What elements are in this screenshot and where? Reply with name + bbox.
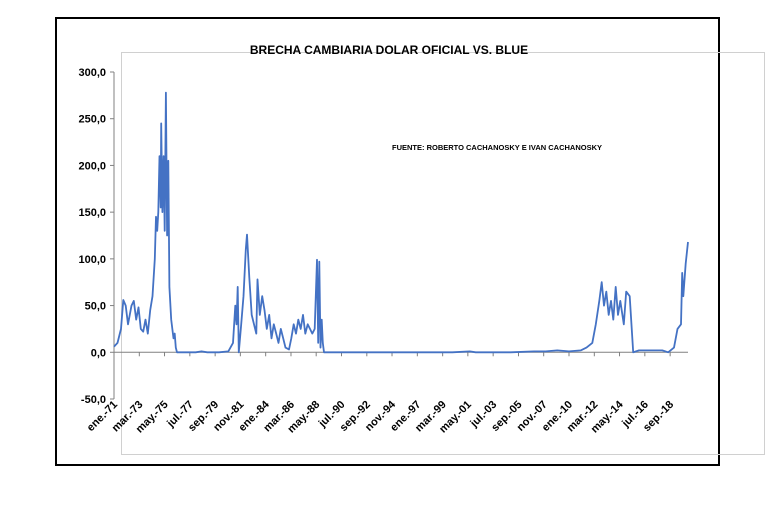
y-tick-label: -50,0 [81, 394, 106, 406]
x-axis: ene.-71mar.-73may.-75jul.-77sep.-79nov.-… [85, 351, 688, 436]
source-annotation: FUENTE: ROBERTO CACHANOSKY E IVAN CACHAN… [392, 143, 602, 152]
chart-title: BRECHA CAMBIARIA DOLAR OFICIAL VS. BLUE [250, 43, 528, 57]
chart-frame: BRECHA CAMBIARIA DOLAR OFICIAL VS. BLUE … [55, 17, 765, 466]
y-tick-label: 100,0 [78, 254, 106, 266]
series-line [113, 91, 689, 354]
y-tick-label: 300,0 [78, 67, 106, 79]
y-tick-label: 200,0 [78, 160, 106, 172]
y-tick-label: 250,0 [78, 114, 106, 126]
series-layer [113, 91, 689, 354]
plot-area [121, 52, 765, 455]
y-tick-label: 150,0 [78, 207, 106, 219]
y-tick-label: 0,0 [91, 347, 106, 359]
y-axis: 300,0 250,0 200,0 150,0 100,0 50,0 0,0 -50,0 [78, 67, 115, 406]
y-tick-label: 50,0 [85, 301, 106, 313]
line-chart: BRECHA CAMBIARIA DOLAR OFICIAL VS. BLUE … [78, 43, 689, 436]
